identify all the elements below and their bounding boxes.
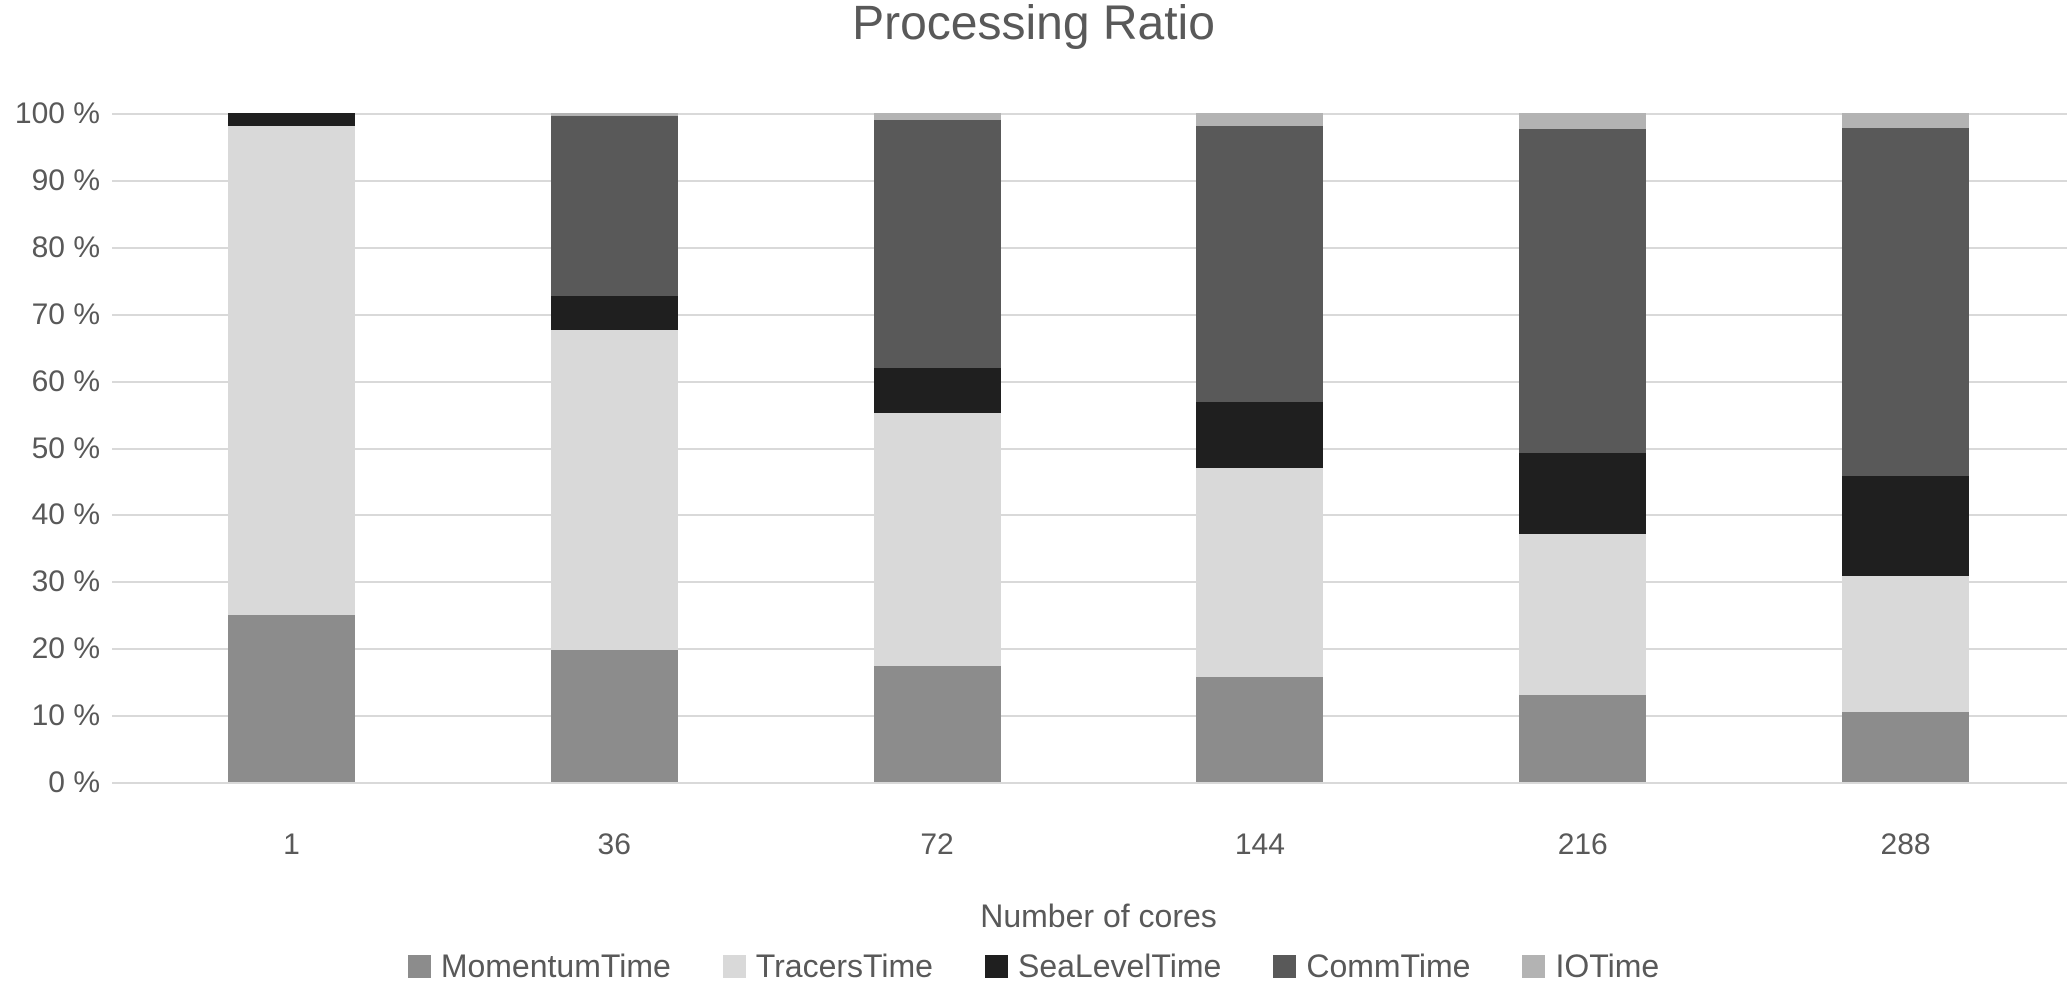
bar-segment-momentumtime xyxy=(1196,676,1324,782)
x-axis-title: Number of cores xyxy=(980,898,1217,934)
legend-item-iotime: IOTime xyxy=(1522,948,1659,985)
chart-title: Processing Ratio xyxy=(852,0,1215,50)
bar-segment-sealeveltime xyxy=(227,113,355,127)
y-axis-tick-label: 100 % xyxy=(14,97,100,130)
bar-216-cores xyxy=(1519,113,1647,782)
x-axis: 1 36 72 144 216 288 xyxy=(130,828,2067,862)
bar-segment-commtime xyxy=(1196,125,1324,403)
legend-swatch-icon xyxy=(984,955,1008,978)
gridline xyxy=(112,180,2067,182)
legend-swatch-icon xyxy=(407,955,431,978)
bar-72-cores xyxy=(873,113,1001,782)
bar-segment-tracerstime xyxy=(1196,467,1324,677)
legend-label: MomentumTime xyxy=(440,948,671,984)
x-axis-tick-label: 36 xyxy=(597,828,631,861)
bar-slot xyxy=(453,113,776,782)
bar-segment-sealeveltime xyxy=(1196,402,1324,468)
legend-swatch-icon xyxy=(1273,955,1297,978)
bar-segment-tracerstime xyxy=(873,413,1001,667)
y-axis-tick-label: 20 % xyxy=(31,632,100,665)
bar-segment-commtime xyxy=(550,116,678,296)
bar-segment-iotime xyxy=(1842,113,1970,129)
bar-slot xyxy=(1098,113,1421,782)
bar-segment-iotime xyxy=(873,113,1001,121)
bar-segment-sealeveltime xyxy=(1842,475,1970,576)
legend-label: SeaLevelTime xyxy=(1017,948,1222,984)
legend-item-sealeveltime: SeaLevelTime xyxy=(984,948,1222,985)
bar-segment-commtime xyxy=(873,120,1001,368)
bar-segment-iotime xyxy=(1196,113,1324,126)
bar-slot xyxy=(1744,113,2067,782)
gridline xyxy=(112,514,2067,516)
legend-label: CommTime xyxy=(1306,948,1471,984)
bar-segment-tracerstime xyxy=(1842,575,1970,712)
legend-swatch-icon xyxy=(722,955,746,978)
gridline xyxy=(112,381,2067,383)
x-axis-tick-label: 1 xyxy=(283,828,300,861)
x-axis-tick-label: 144 xyxy=(1234,828,1285,861)
bar-1-cores xyxy=(227,113,355,782)
gridline xyxy=(112,782,2067,784)
x-axis-tick-label: 216 xyxy=(1557,828,1608,861)
bar-segment-momentumtime xyxy=(1519,695,1647,782)
gridline xyxy=(112,448,2067,450)
bar-segment-sealeveltime xyxy=(873,367,1001,414)
x-axis-tick-label: 288 xyxy=(1880,828,1931,861)
y-axis: 100 % 90 % 80 % 70 % 60 % 50 % 40 % 30 % 20 % 10 … xyxy=(0,97,100,799)
legend-item-tracerstime: TracersTime xyxy=(722,948,933,985)
gridline xyxy=(112,581,2067,583)
bar-slot xyxy=(1421,113,1744,782)
bar-segment-iotime xyxy=(1519,113,1647,130)
bar-segment-sealeveltime xyxy=(1519,452,1647,534)
bar-36-cores xyxy=(550,113,678,782)
plot-area xyxy=(130,113,2067,782)
gridline xyxy=(112,113,2067,115)
gridline xyxy=(112,715,2067,717)
bar-segment-momentumtime xyxy=(873,666,1001,782)
legend-label: IOTime xyxy=(1555,948,1660,984)
y-axis-tick-label: 50 % xyxy=(31,432,100,465)
bar-segment-commtime xyxy=(1519,129,1647,453)
legend-label: TracersTime xyxy=(755,948,933,984)
y-axis-tick-label: 60 % xyxy=(31,365,100,398)
bar-288-cores xyxy=(1842,113,1970,782)
gridline xyxy=(112,648,2067,650)
y-axis-tick-label: 10 % xyxy=(31,699,100,732)
legend-swatch-icon xyxy=(1522,955,1546,978)
y-axis-tick-label: 30 % xyxy=(31,565,100,598)
y-axis-tick-label: 80 % xyxy=(31,231,100,264)
y-axis-tick-label: 0 % xyxy=(48,766,100,799)
bar-segment-tracerstime xyxy=(227,126,355,615)
bar-slot xyxy=(776,113,1099,782)
gridline xyxy=(112,314,2067,316)
x-axis-tick-label: 72 xyxy=(920,828,954,861)
bar-slot xyxy=(130,113,453,782)
bar-144-cores xyxy=(1196,113,1324,782)
bar-segment-tracerstime xyxy=(1519,533,1647,696)
bar-segment-tracerstime xyxy=(550,330,678,651)
bar-segment-sealeveltime xyxy=(550,295,678,331)
y-axis-tick-label: 90 % xyxy=(31,164,100,197)
legend-item-commtime: CommTime xyxy=(1273,948,1470,985)
y-axis-tick-label: 40 % xyxy=(31,498,100,531)
legend: MomentumTime TracersTime SeaLevelTime CommT… xyxy=(0,948,2067,985)
bar-segment-iotime xyxy=(550,113,678,117)
gridline xyxy=(112,247,2067,249)
bar-segment-momentumtime xyxy=(550,650,678,782)
gridlines xyxy=(112,113,2067,784)
bar-segment-momentumtime xyxy=(1842,711,1970,782)
bar-segment-commtime xyxy=(1842,128,1970,476)
bar-segment-momentumtime xyxy=(227,614,355,782)
legend-item-momentumtime: MomentumTime xyxy=(407,948,671,985)
y-axis-tick-label: 70 % xyxy=(31,298,100,331)
